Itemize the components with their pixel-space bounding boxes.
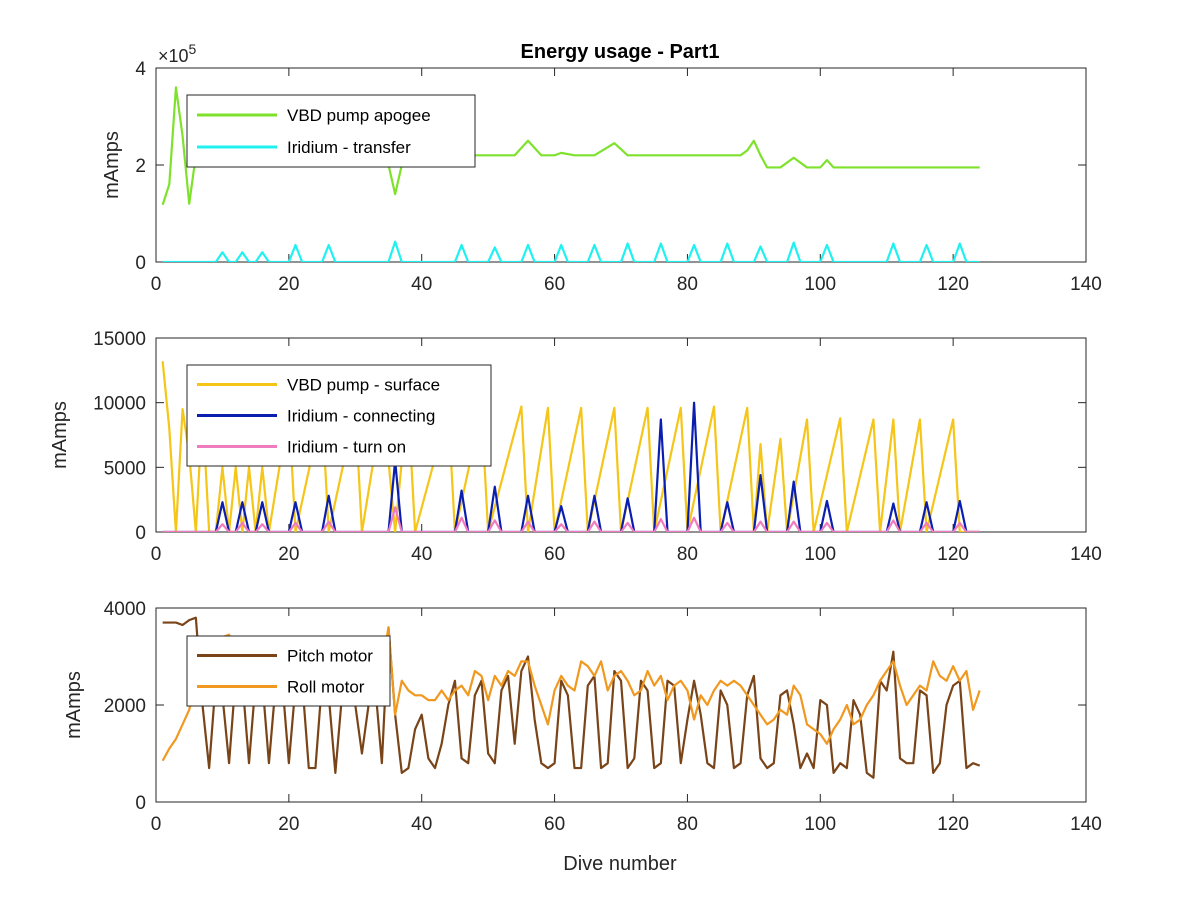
x-tick-label: 0 (151, 814, 162, 835)
x-tick-label: 20 (278, 544, 299, 565)
panel-1: 0 20 40 60 80 100 120 140 0 2 4 mAmps VBD pump apoge… (101, 59, 1102, 295)
x-tick-label: 120 (937, 814, 969, 835)
x-tick-label: 80 (677, 814, 698, 835)
y-exponent-base: ×10 (158, 46, 189, 66)
x-tick-label: 0 (151, 544, 162, 565)
y-exponent-power: 5 (189, 41, 197, 57)
x-tick-label: 80 (677, 274, 698, 295)
panel-2: 0 20 40 60 80 100 120 140 0 5000 10000 15000 mAmps VB… (49, 329, 1102, 565)
x-tick-label: 140 (1070, 544, 1102, 565)
y-axis-label: mAmps (63, 671, 85, 739)
legend: VBD pump apogee Iridium - transfer (186, 94, 476, 168)
legend-box (186, 635, 391, 707)
legend-label: Pitch motor (287, 647, 373, 666)
x-tick-label: 20 (278, 814, 299, 835)
x-tick-label: 100 (804, 274, 836, 295)
legend-label: Iridium - connecting (287, 407, 435, 426)
y-tick-label: 10000 (93, 394, 146, 415)
x-tick-label: 60 (544, 814, 565, 835)
x-tick-label: 60 (544, 544, 565, 565)
series-line-2 (162, 401, 980, 532)
x-tick-label: 40 (411, 544, 432, 565)
x-tick-label: 100 (804, 814, 836, 835)
chart-title: Energy usage - Part1 (521, 41, 720, 63)
x-tick-label: 140 (1070, 274, 1102, 295)
series-line-3 (162, 506, 980, 532)
y-tick-label: 15000 (93, 329, 146, 350)
series-line-2 (162, 240, 980, 262)
y-axis-label: mAmps (49, 401, 71, 469)
x-axis-label: Dive number (563, 853, 677, 875)
legend: VBD pump - surface Iridium - connecting Ir… (186, 364, 492, 467)
x-tick-label: 80 (677, 544, 698, 565)
legend-label: Iridium - transfer (287, 138, 411, 157)
y-exponent-label: ×105 (158, 41, 197, 66)
legend-label: Iridium - turn on (287, 438, 406, 457)
series-group (161, 361, 980, 532)
y-tick-label: 4 (135, 59, 146, 80)
chart-panels: 0 20 40 60 80 100 120 140 0 2 4 mAmps VBD pump apoge… (49, 59, 1102, 835)
y-tick-label: 2 (135, 156, 146, 177)
y-tick-label: 0 (135, 523, 146, 544)
legend: Pitch motor Roll motor (186, 635, 391, 707)
x-tick-label: 0 (151, 274, 162, 295)
y-tick-label: 0 (135, 793, 146, 814)
panel-3: 0 20 40 60 80 100 120 140 0 2000 4000 mAmps Pitch mo… (63, 599, 1102, 835)
x-tick-label: 100 (804, 544, 836, 565)
y-axis-label: mAmps (101, 131, 123, 199)
legend-label: VBD pump apogee (287, 106, 431, 125)
legend-box (186, 94, 476, 168)
legend-label: VBD pump - surface (287, 376, 440, 395)
x-tick-label: 60 (544, 274, 565, 295)
x-tick-label: 40 (411, 274, 432, 295)
y-tick-label: 5000 (104, 458, 146, 479)
x-tick-label: 120 (937, 544, 969, 565)
x-tick-label: 20 (278, 274, 299, 295)
series-line-1 (161, 361, 980, 532)
x-tick-label: 140 (1070, 814, 1102, 835)
legend-label: Roll motor (287, 678, 365, 697)
y-tick-label: 2000 (104, 696, 146, 717)
y-tick-label: 0 (135, 253, 146, 274)
y-tick-label: 4000 (104, 599, 146, 620)
x-tick-label: 120 (937, 274, 969, 295)
x-tick-label: 40 (411, 814, 432, 835)
